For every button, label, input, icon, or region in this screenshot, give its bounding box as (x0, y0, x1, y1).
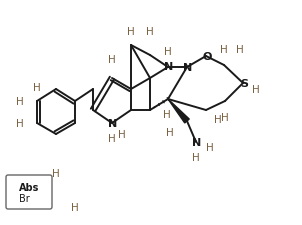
Text: H: H (71, 202, 79, 212)
Text: H: H (52, 168, 60, 178)
Text: H: H (166, 127, 174, 137)
Text: H: H (206, 142, 214, 152)
Text: H: H (252, 85, 260, 94)
Text: H: H (220, 45, 228, 55)
Text: H: H (236, 45, 244, 55)
Text: H: H (192, 152, 200, 162)
Text: N: N (183, 63, 193, 73)
Text: H: H (33, 83, 41, 93)
FancyBboxPatch shape (6, 175, 52, 209)
Text: Abs: Abs (19, 182, 39, 192)
Text: H: H (118, 129, 126, 139)
Text: H: H (127, 27, 135, 37)
Text: H: H (16, 119, 24, 128)
Text: H: H (221, 112, 229, 122)
Polygon shape (168, 99, 189, 123)
Text: H: H (146, 27, 154, 37)
Text: H: H (214, 115, 222, 124)
Text: H: H (163, 110, 171, 119)
Text: N: N (164, 62, 174, 72)
Text: O: O (202, 52, 212, 62)
Text: Br: Br (19, 193, 29, 203)
Text: H: H (16, 97, 24, 106)
Text: H: H (164, 47, 172, 57)
Text: N: N (108, 119, 117, 128)
Text: S: S (240, 79, 248, 89)
Text: H: H (108, 133, 116, 143)
Text: H: H (108, 55, 116, 65)
Text: N: N (192, 137, 202, 147)
